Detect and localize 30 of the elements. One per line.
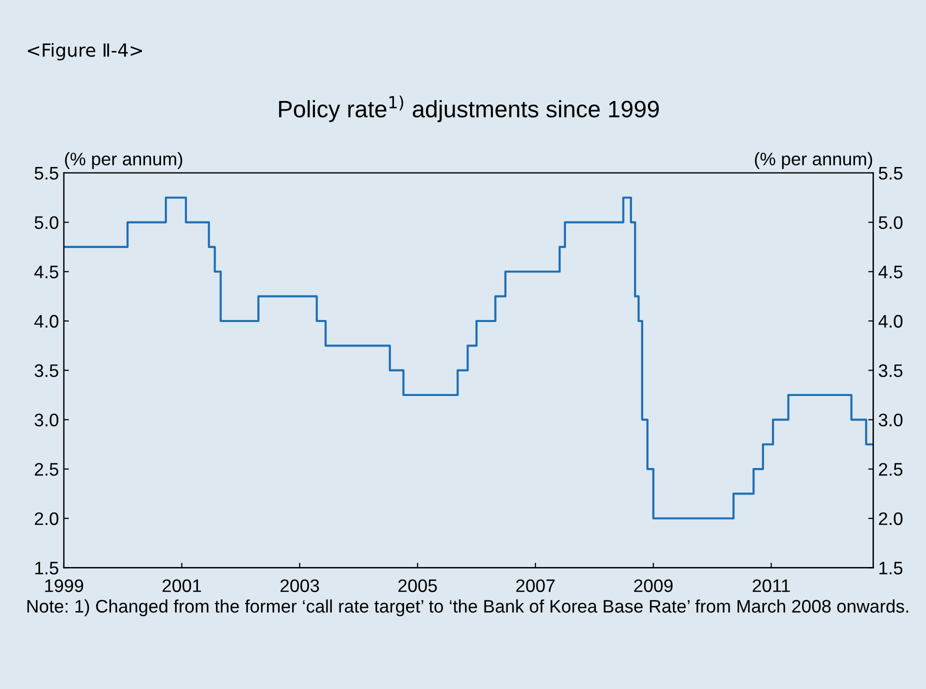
x-tick-label: 2005 <box>398 579 437 592</box>
y-tick-label: 2.0 <box>34 512 58 526</box>
text: <Figure Ⅱ-4> <box>28 42 142 60</box>
y2-tick-label: 3.0 <box>878 414 902 426</box>
y2-tick-label: 4.0 <box>878 314 902 328</box>
text: Note: 1) Changed from the former ‘call rate target’ to ‘the Bank of Korea Base Rate’ from March 2008 onwards. <box>27 599 908 616</box>
y-tick-label: 4.5 <box>34 266 58 278</box>
y-tick-label: 4.0 <box>34 314 58 328</box>
y-axis-title: (% per annum) <box>65 152 182 169</box>
y-tick-label: 5.0 <box>34 216 58 230</box>
y-tick-label: 1.5 <box>35 562 58 574</box>
x-tick-label: 2007 <box>516 579 555 592</box>
y-tick-label: 3.0 <box>34 414 58 426</box>
y-tick-label: 3.5 <box>34 364 58 378</box>
y2-axis-title: (% per annum) <box>754 152 872 169</box>
y2-tick-label: 4.5 <box>878 266 902 278</box>
y2-tick-label: 3.5 <box>878 364 902 378</box>
x-tick-label: 2011 <box>752 579 790 592</box>
chart-title: Policy rate$^{1)}$ adjustments since 1999 <box>279 96 659 122</box>
y-tick-label: 5.5 <box>34 167 58 180</box>
x-tick-label: 2009 <box>634 579 673 592</box>
y2-tick-label: 1.5 <box>879 562 902 574</box>
y2-tick-label: 2.0 <box>878 512 902 526</box>
y-tick-label: 2.5 <box>34 462 58 476</box>
y2-tick-label: 2.5 <box>878 462 902 476</box>
y2-tick-label: 5.0 <box>878 216 902 230</box>
x-tick-label: 2003 <box>280 579 319 592</box>
x-tick-label: 2001 <box>162 579 201 592</box>
y2-tick-label: 5.5 <box>878 167 902 180</box>
x-tick-label: 1999 <box>45 579 84 592</box>
